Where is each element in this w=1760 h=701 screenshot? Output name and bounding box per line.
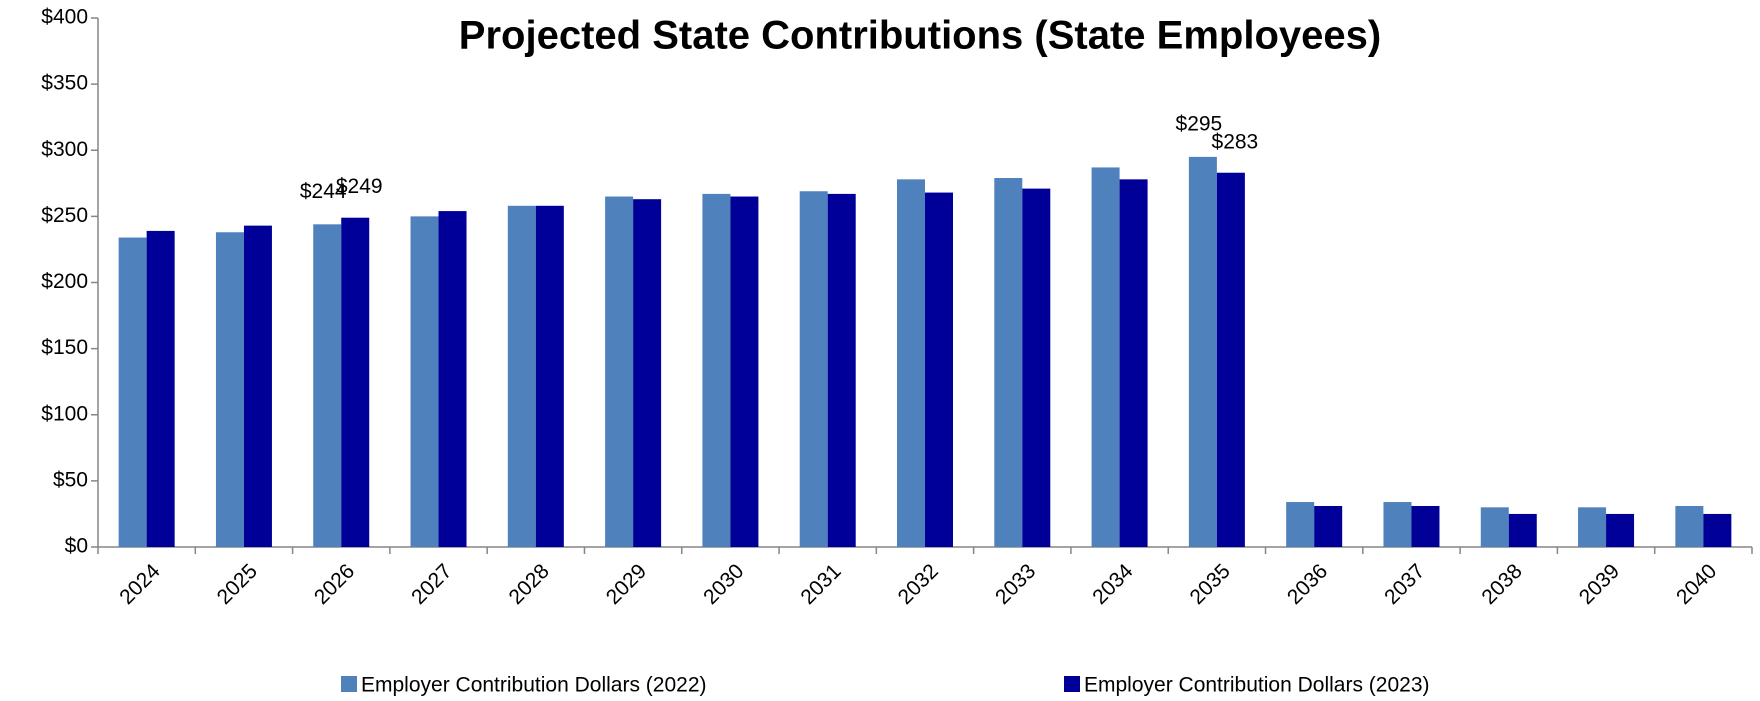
bar bbox=[605, 196, 634, 547]
bar bbox=[702, 193, 731, 547]
bar bbox=[897, 179, 925, 547]
x-tick-label: 2037 bbox=[1380, 560, 1429, 609]
legend-label: Employer Contribution Dollars (2022) bbox=[361, 674, 707, 697]
y-tick-label: $150 bbox=[41, 336, 88, 359]
y-tick-label: $300 bbox=[41, 138, 88, 161]
bar bbox=[633, 199, 662, 547]
bar bbox=[507, 205, 536, 548]
bar bbox=[215, 232, 244, 547]
x-tick-label: 2034 bbox=[1088, 559, 1138, 609]
legend-label: Employer Contribution Dollars (2023) bbox=[1084, 674, 1430, 697]
bar bbox=[1606, 513, 1635, 547]
bar bbox=[799, 191, 828, 547]
data-label: $283 bbox=[1212, 130, 1259, 153]
bar bbox=[1022, 188, 1051, 548]
bar bbox=[1216, 172, 1245, 548]
bar bbox=[1119, 179, 1148, 547]
x-tick-label: 2028 bbox=[505, 560, 554, 609]
x-tick-label: 2036 bbox=[1283, 560, 1332, 609]
x-tick-label: 2025 bbox=[213, 560, 262, 609]
x-tick-label: 2033 bbox=[991, 560, 1040, 609]
bar bbox=[243, 225, 272, 547]
x-tick-label: 2024 bbox=[115, 559, 165, 609]
y-tick-label: $200 bbox=[41, 270, 88, 293]
x-tick-label: 2027 bbox=[407, 560, 456, 609]
bar bbox=[1480, 507, 1509, 547]
x-tick-label: 2030 bbox=[699, 560, 748, 609]
x-tick-label: 2040 bbox=[1672, 560, 1721, 609]
bar bbox=[827, 193, 856, 547]
y-tick-label: $250 bbox=[41, 204, 88, 227]
bar bbox=[1508, 513, 1537, 547]
bar bbox=[1286, 502, 1315, 547]
y-tick-label: $100 bbox=[41, 402, 88, 425]
bar bbox=[1188, 156, 1217, 548]
bar bbox=[410, 216, 439, 547]
bar bbox=[730, 196, 759, 547]
x-tick-label: 2031 bbox=[796, 560, 845, 609]
legend-swatch bbox=[341, 676, 357, 692]
bar bbox=[1703, 513, 1732, 547]
bar bbox=[1411, 506, 1440, 547]
bar bbox=[994, 178, 1023, 547]
bar bbox=[438, 211, 467, 547]
bar bbox=[1578, 507, 1607, 547]
x-tick-label: 2039 bbox=[1575, 560, 1624, 609]
bar bbox=[1314, 506, 1343, 547]
data-label: $244 bbox=[300, 180, 347, 203]
bar bbox=[535, 205, 564, 548]
bar bbox=[313, 224, 342, 547]
bar bbox=[146, 230, 175, 548]
bar bbox=[1091, 167, 1120, 547]
bar bbox=[925, 192, 953, 547]
chart-title: Projected State Contributions (State Emp… bbox=[459, 14, 1381, 58]
y-tick-label: $350 bbox=[41, 72, 88, 95]
bar bbox=[1675, 506, 1704, 547]
bar bbox=[118, 237, 147, 547]
x-tick-label: 2032 bbox=[894, 560, 943, 609]
y-tick-label: $50 bbox=[53, 468, 88, 491]
data-label: $249 bbox=[336, 175, 383, 198]
bar bbox=[341, 217, 370, 547]
y-tick-label: $0 bbox=[65, 535, 88, 558]
x-tick-label: 2029 bbox=[602, 560, 651, 609]
data-label: $295 bbox=[1176, 112, 1223, 135]
y-tick-label: $400 bbox=[41, 6, 88, 29]
legend-swatch bbox=[1064, 676, 1080, 692]
x-tick-label: 2026 bbox=[310, 560, 359, 609]
bar bbox=[1383, 502, 1412, 547]
x-tick-label: 2038 bbox=[1477, 560, 1526, 609]
x-tick-label: 2035 bbox=[1186, 560, 1235, 609]
